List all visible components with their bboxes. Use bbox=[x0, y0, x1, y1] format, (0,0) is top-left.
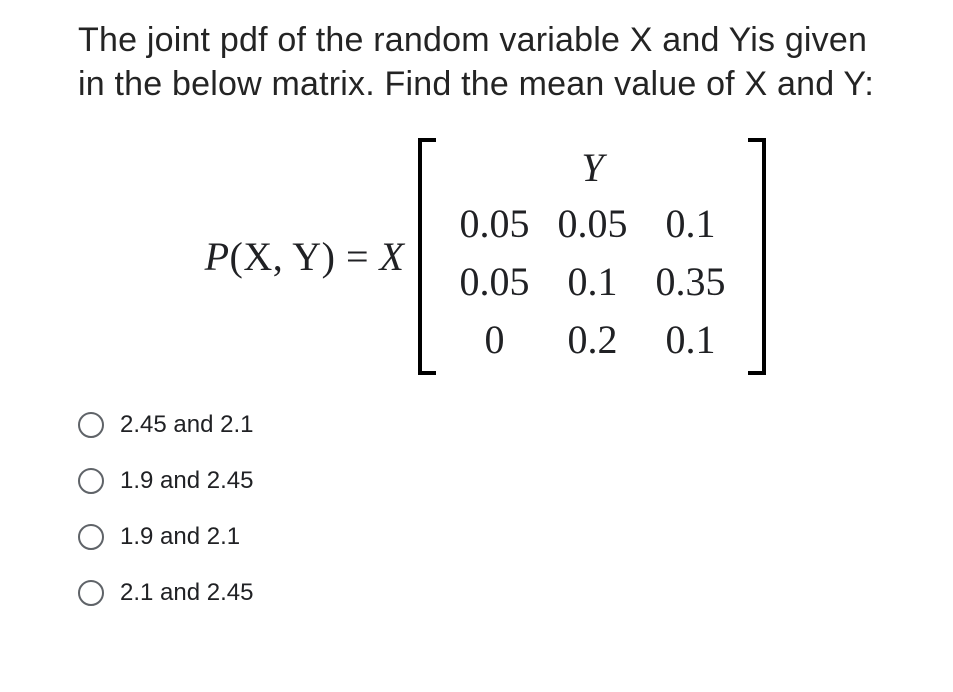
formula-eq: = bbox=[335, 234, 379, 279]
matrix-cell: 0.1 bbox=[650, 311, 730, 369]
quiz-container: The joint pdf of the random variable X a… bbox=[0, 0, 953, 655]
radio-icon[interactable] bbox=[78, 524, 104, 550]
formula-P: P bbox=[205, 234, 230, 279]
option-label: 2.1 and 2.45 bbox=[120, 579, 253, 607]
option-label: 1.9 and 2.45 bbox=[120, 467, 253, 495]
matrix: Y 0.05 0.05 0.1 0.05 0.1 0.35 0 0.2 0.1 bbox=[418, 138, 766, 375]
matrix-cell: 0.35 bbox=[650, 253, 730, 311]
matrix-row-1: 0.05 0.1 0.35 bbox=[454, 253, 730, 311]
option-1[interactable]: 1.9 and 2.45 bbox=[78, 467, 893, 495]
formula-area: P(X, Y) = X Y 0.05 0.05 0.1 0.05 0.1 0.3… bbox=[78, 138, 893, 375]
formula-lhs: P(X, Y) = X bbox=[205, 233, 405, 280]
formula-X: X bbox=[380, 234, 405, 279]
matrix-body: Y 0.05 0.05 0.1 0.05 0.1 0.35 0 0.2 0.1 bbox=[436, 138, 748, 375]
matrix-cell: 0.2 bbox=[552, 311, 632, 369]
matrix-cell: 0.1 bbox=[552, 253, 632, 311]
option-3[interactable]: 2.1 and 2.45 bbox=[78, 579, 893, 607]
matrix-header: Y bbox=[454, 144, 730, 191]
option-2[interactable]: 1.9 and 2.1 bbox=[78, 523, 893, 551]
options-list: 2.45 and 2.1 1.9 and 2.45 1.9 and 2.1 2.… bbox=[78, 411, 893, 607]
matrix-cell: 0.1 bbox=[650, 195, 730, 253]
matrix-left-bracket bbox=[418, 138, 436, 375]
matrix-cell: 0.05 bbox=[454, 253, 534, 311]
matrix-right-bracket bbox=[748, 138, 766, 375]
matrix-row-0: 0.05 0.05 0.1 bbox=[454, 195, 730, 253]
radio-icon[interactable] bbox=[78, 412, 104, 438]
matrix-row-2: 0 0.2 0.1 bbox=[454, 311, 730, 369]
matrix-cell: 0.05 bbox=[552, 195, 632, 253]
question-text: The joint pdf of the random variable X a… bbox=[78, 18, 893, 106]
option-0[interactable]: 2.45 and 2.1 bbox=[78, 411, 893, 439]
radio-icon[interactable] bbox=[78, 580, 104, 606]
radio-icon[interactable] bbox=[78, 468, 104, 494]
formula-args: (X, Y) bbox=[230, 234, 336, 279]
option-label: 2.45 and 2.1 bbox=[120, 411, 253, 439]
matrix-cell: 0 bbox=[454, 311, 534, 369]
option-label: 1.9 and 2.1 bbox=[120, 523, 240, 551]
matrix-cell: 0.05 bbox=[454, 195, 534, 253]
